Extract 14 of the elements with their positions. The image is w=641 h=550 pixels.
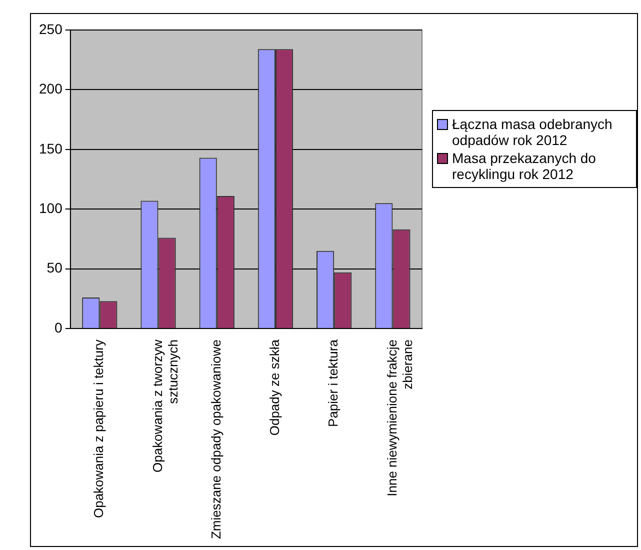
x-tick-label: Inne niewymienione frakcje zbierane — [384, 340, 415, 496]
legend-label: Łączna masa odebranych odpadów rok 2012 — [452, 116, 614, 148]
y-tick-label: 100 — [39, 200, 63, 216]
x-tick-label: Opakowania z tworzyw sztucznych — [150, 338, 180, 472]
x-tick-label: Papier i tektura — [326, 338, 341, 427]
y-tick-label: 150 — [39, 140, 63, 156]
y-tick-label: 0 — [54, 319, 63, 336]
x-tick-label: Odpady ze szkła — [267, 338, 282, 436]
y-tick-label: 200 — [39, 80, 63, 97]
x-tick-label: Zmieszane odpady opakowaniowe — [208, 340, 224, 540]
legend-label: Masa przekazanych do recyklingu rok 2012 — [452, 150, 597, 182]
x-tick-label: Opakowania z papieru i tektury — [91, 339, 106, 518]
y-tick-label: 50 — [46, 260, 63, 276]
y-tick-label: 250 — [39, 20, 63, 37]
